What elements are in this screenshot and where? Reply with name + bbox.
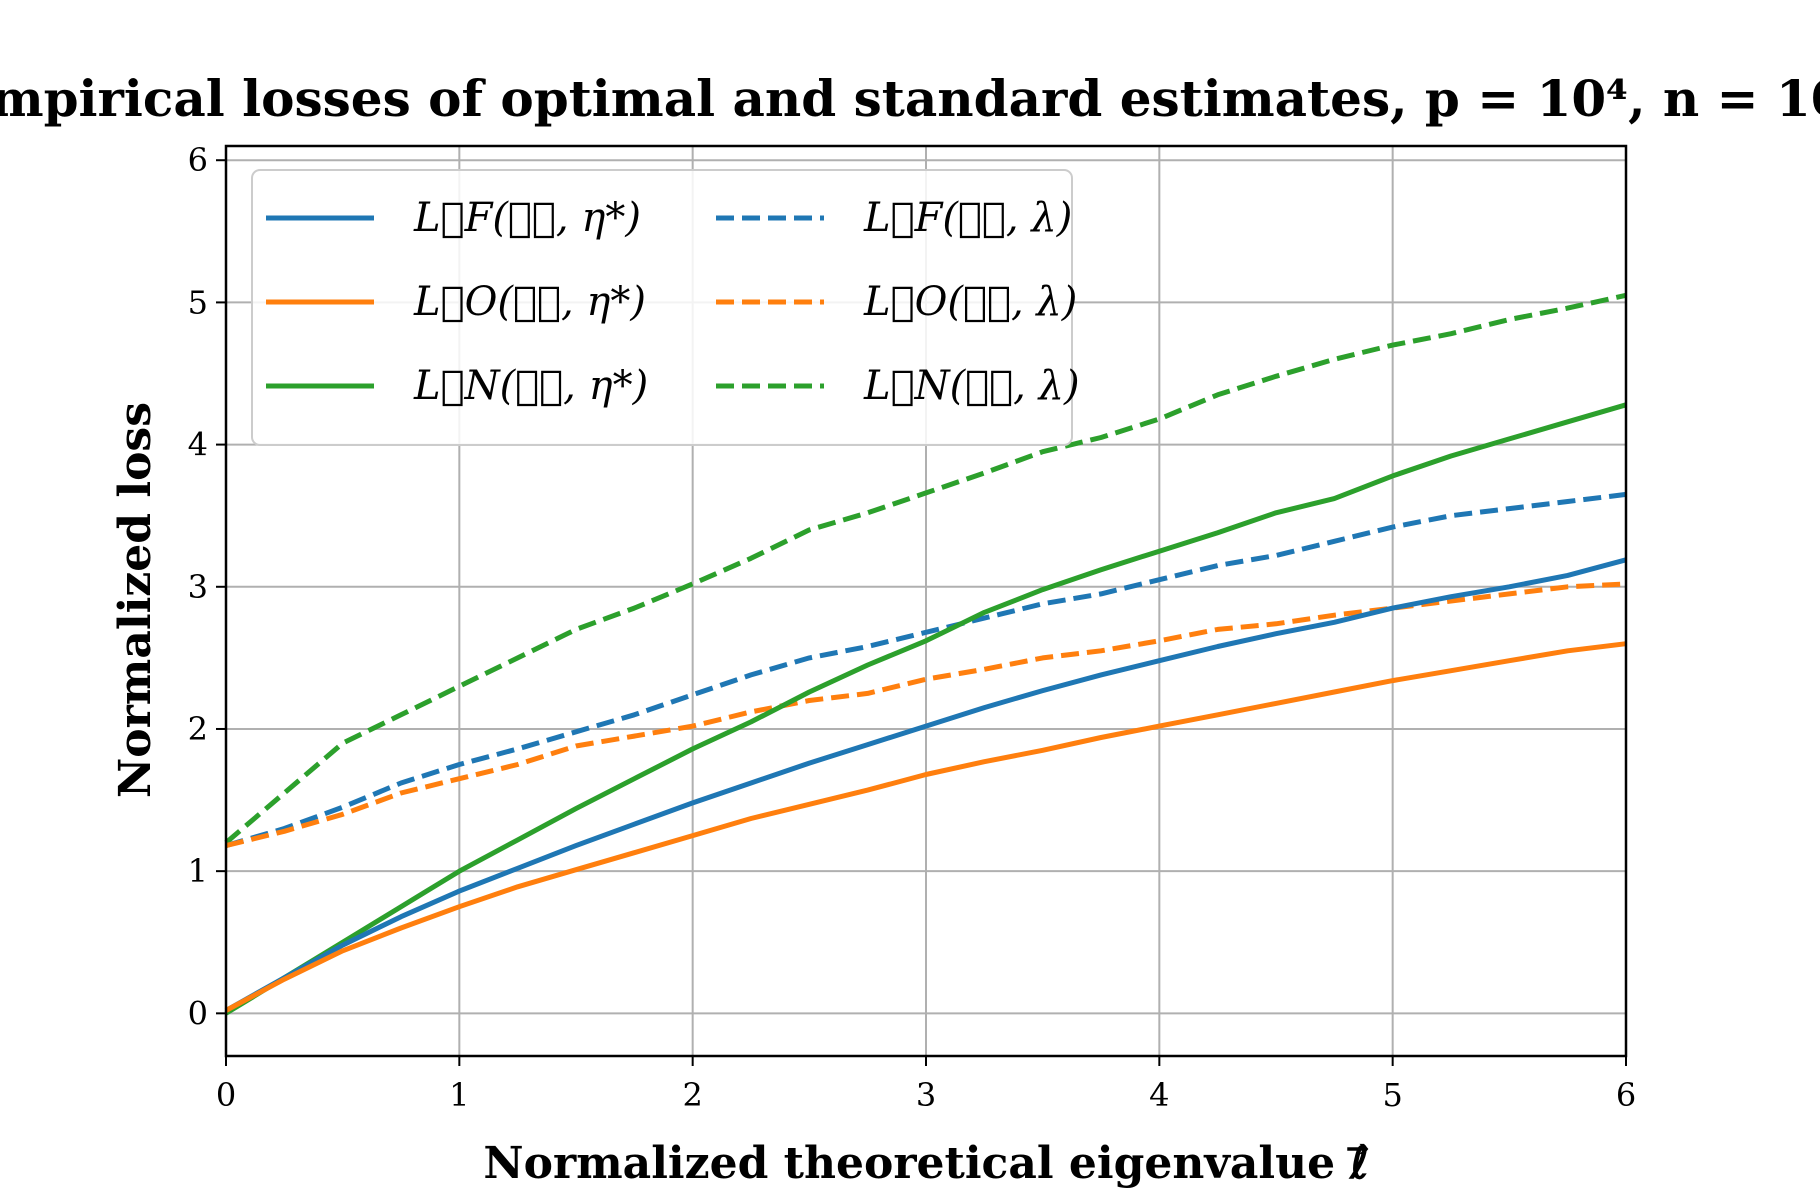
y-tick-label: 1	[188, 852, 208, 890]
x-tick-label: 2	[682, 1076, 702, 1114]
axis-ticks: 0 1 2 3 4 5 6 0 1 2 3 4 5 6	[188, 141, 1637, 1114]
series-line-0	[224, 557, 1627, 1013]
series-line-5	[224, 292, 1627, 845]
x-tick-label: 6	[1616, 1076, 1636, 1114]
y-tick-label: 3	[188, 568, 208, 606]
x-tick-label: 0	[216, 1076, 236, 1114]
y-tick-label: 4	[188, 426, 208, 464]
series-line-1	[224, 641, 1627, 1013]
x-axis-label: Normalized theoretical eigenvalue ℓ⃗	[483, 1138, 1368, 1189]
y-tick-label: 2	[188, 710, 208, 748]
legend-label: L⃗N(ℓ⃗, η*)	[413, 363, 648, 409]
series-layer	[224, 292, 1627, 1016]
legend-label: L⃗F(ℓ⃗, η*)	[413, 195, 641, 241]
series-line-3	[225, 491, 1627, 848]
legend-label: L⃗O(ℓ⃗, λ)	[863, 279, 1077, 325]
series-line-4	[225, 581, 1627, 849]
legend-label: L⃗F(ℓ⃗, λ)	[863, 195, 1072, 241]
chart-title: Empirical losses of optimal and standard…	[0, 69, 1820, 128]
x-tick-label: 3	[916, 1076, 936, 1114]
y-axis-label: Normalized loss	[110, 402, 161, 798]
series-line-2	[224, 402, 1627, 1016]
y-tick-label: 6	[188, 141, 208, 179]
legend: L⃗F(ℓ⃗, η*) L⃗O(ℓ⃗, η*) L⃗N(ℓ⃗, η*) L⃗F(ℓ⃗,…	[251, 169, 1080, 446]
x-tick-label: 1	[449, 1076, 469, 1114]
legend-label: L⃗O(ℓ⃗, η*)	[413, 279, 646, 325]
y-tick-label: 0	[188, 994, 208, 1032]
legend-label: L⃗N(ℓ⃗, λ)	[863, 363, 1080, 409]
legend-box	[251, 169, 1073, 446]
y-tick-label: 5	[188, 283, 208, 321]
x-tick-label: 4	[1149, 1076, 1169, 1114]
x-tick-label: 5	[1382, 1076, 1402, 1114]
